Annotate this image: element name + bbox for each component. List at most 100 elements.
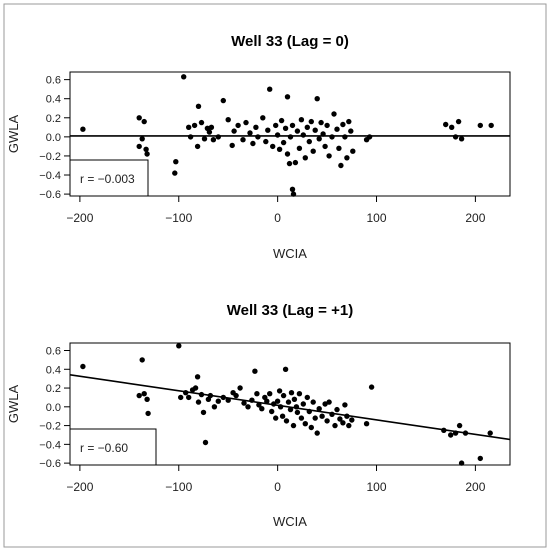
data-point: [173, 159, 179, 165]
data-point: [256, 402, 262, 408]
data-point: [336, 145, 342, 151]
data-point: [443, 121, 449, 128]
correlation-label: r = −0.003: [80, 172, 135, 186]
data-point: [314, 430, 320, 436]
data-point: [280, 392, 287, 399]
y-tick-label: −0.6: [39, 189, 61, 201]
y-tick-label: 0.2: [46, 113, 61, 125]
chart-title: Well 33 (Lag = +1): [227, 302, 353, 319]
correlation-box: [69, 428, 157, 466]
y-tick-label: −0.6: [39, 458, 61, 470]
chart-title: Well 33 (Lag = 0): [231, 33, 349, 50]
data-point: [342, 402, 348, 408]
data-point: [462, 430, 469, 436]
data-point: [298, 415, 305, 421]
data-point: [271, 401, 277, 407]
x-axis-label: WCIA: [273, 514, 307, 529]
data-point: [144, 396, 150, 402]
data-point: [178, 394, 184, 401]
data-point: [363, 421, 370, 427]
data-point: [176, 343, 182, 349]
data-point: [324, 122, 330, 129]
data-point: [187, 134, 194, 140]
data-point: [186, 124, 192, 130]
data-point: [274, 398, 281, 404]
data-point: [366, 134, 373, 140]
data-point: [477, 122, 483, 129]
correlation-box: [69, 159, 149, 197]
data-point: [458, 136, 465, 142]
data-point: [306, 408, 312, 415]
data-point: [284, 94, 291, 100]
data-point: [346, 118, 352, 125]
data-point: [291, 396, 298, 402]
data-point: [253, 124, 259, 130]
x-tick-label: −100: [165, 480, 192, 494]
y-tick-label: −0.2: [39, 151, 61, 163]
data-point: [181, 74, 187, 80]
data-point: [326, 399, 332, 405]
data-point: [183, 390, 189, 396]
data-point: [304, 124, 310, 130]
y-axis-label: GWLA: [6, 115, 21, 154]
data-point: [141, 118, 147, 125]
data-point: [80, 363, 86, 370]
data-point: [292, 159, 299, 166]
data-point: [312, 127, 318, 133]
data-point: [264, 398, 270, 404]
data-point: [322, 143, 328, 150]
data-point: [350, 148, 356, 154]
data-point: [346, 422, 352, 429]
x-tick-label: −200: [66, 211, 93, 225]
y-tick-label: 0.2: [46, 383, 61, 395]
data-point: [136, 392, 142, 399]
data-point: [276, 146, 283, 152]
data-point: [231, 128, 237, 134]
data-point: [304, 394, 310, 401]
data-point: [249, 397, 255, 403]
data-point: [260, 115, 266, 121]
data-point: [208, 124, 215, 130]
data-point: [344, 413, 350, 419]
data-point: [302, 421, 308, 427]
data-point: [337, 416, 343, 422]
data-point: [250, 140, 256, 147]
data-point: [215, 134, 221, 140]
data-point: [349, 417, 355, 423]
data-point: [316, 406, 322, 412]
data-point: [207, 392, 214, 399]
data-point: [279, 413, 286, 419]
data-point: [322, 401, 328, 407]
data-point: [332, 422, 338, 429]
data-point: [289, 186, 296, 192]
data-point: [210, 137, 217, 143]
data-point: [282, 125, 289, 131]
x-axis-label: WCIA: [273, 246, 307, 261]
data-point: [195, 103, 202, 110]
data-point: [206, 129, 213, 135]
data-point: [286, 160, 293, 167]
data-point: [300, 401, 306, 407]
data-point: [283, 418, 290, 424]
data-point: [265, 127, 271, 133]
data-point: [245, 404, 251, 410]
data-point: [340, 121, 346, 128]
data-point: [252, 368, 258, 374]
data-point: [285, 399, 292, 405]
data-point: [195, 399, 202, 405]
data-point: [144, 151, 150, 157]
data-point: [287, 134, 294, 140]
data-point: [314, 96, 320, 102]
data-point: [273, 415, 279, 421]
data-point: [215, 398, 221, 404]
data-point: [340, 420, 346, 426]
data-point: [136, 115, 142, 121]
plot-frame: [69, 342, 511, 466]
data-point: [273, 122, 279, 129]
data-point: [225, 117, 231, 123]
y-tick-label: 0.4: [46, 94, 61, 106]
data-point: [145, 410, 151, 417]
panel-lag-1: Well 33 (Lag = +1) −200 −100 0 100 200 −0.6 −0.…: [6, 302, 511, 529]
data-point: [477, 455, 483, 462]
data-point: [329, 134, 335, 140]
